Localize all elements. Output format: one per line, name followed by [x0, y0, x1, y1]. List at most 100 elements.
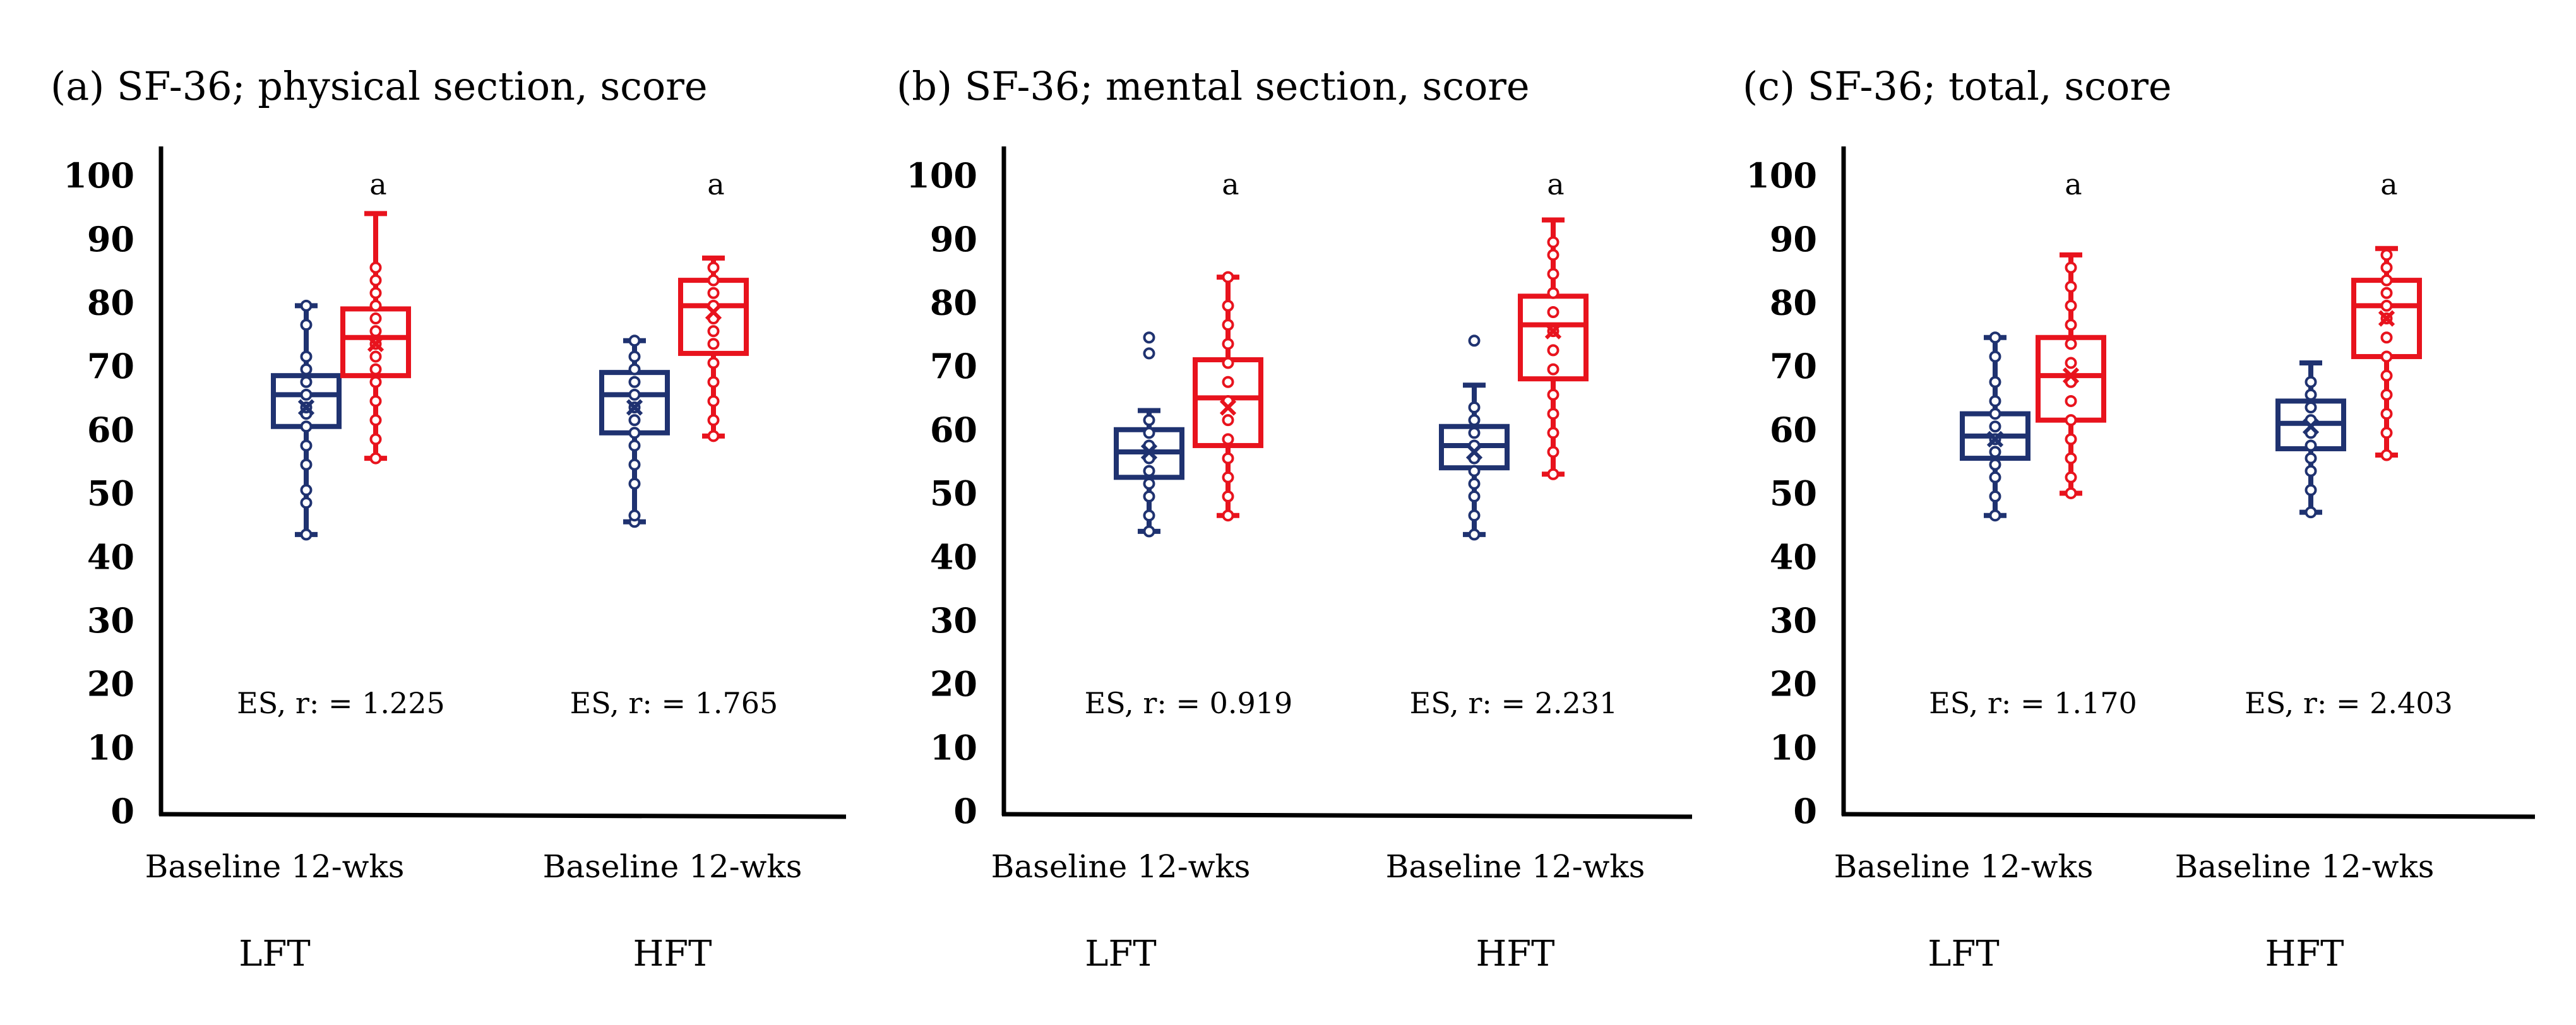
significance-letter: a — [2065, 167, 2082, 201]
baseline-box-point — [1143, 414, 1155, 427]
week12-box-mean-marker — [367, 335, 385, 352]
y-tick-label: 50 — [87, 473, 134, 514]
y-tick-label: 70 — [1770, 346, 1817, 386]
y-tick-label: 100 — [1746, 155, 1817, 196]
y-tick-label: 20 — [930, 664, 977, 704]
week12-box — [678, 255, 749, 442]
chart-title: (c) SF-36; total, score — [1743, 63, 2172, 109]
y-tick-label: 10 — [930, 727, 977, 767]
week12-box-point — [2380, 350, 2393, 363]
baseline-box-point — [1989, 471, 2001, 483]
baseline-box-point — [628, 335, 641, 347]
y-tick-label: 10 — [87, 727, 134, 767]
week12-box-point — [1547, 388, 1559, 401]
week12-box-point — [2065, 433, 2077, 446]
week12-box-point — [369, 433, 382, 446]
week12-box-point — [2065, 357, 2077, 369]
week12-box-point — [2065, 487, 2077, 499]
significance-letter: a — [1547, 167, 1564, 201]
baseline-box-mean-marker — [1465, 443, 1483, 461]
baseline-box-point — [1989, 376, 2001, 388]
significance-letter: a — [707, 167, 724, 201]
week12-box-point — [2065, 471, 2077, 483]
chart-panel-1: (a) SF-36; physical section, score 0 10 20 3… — [51, 63, 847, 975]
y-tick-label: 90 — [1770, 219, 1817, 259]
baseline-box-point — [300, 388, 313, 401]
y-tick-label: 20 — [87, 664, 134, 704]
y-tick-label: 30 — [1770, 600, 1817, 641]
baseline-box-point — [1468, 528, 1481, 541]
y-tick-label: 0 — [953, 791, 977, 831]
week12-box-point — [1222, 357, 1234, 369]
week12-box-mean-marker — [1544, 323, 1562, 340]
week12-box-point — [369, 363, 382, 376]
y-tick-label: 30 — [87, 600, 134, 641]
x-axis — [1841, 812, 2536, 819]
week12-box-point — [1547, 408, 1559, 420]
y-tick-label: 50 — [1770, 473, 1817, 514]
baseline-box-point — [1143, 347, 1155, 360]
y-tick-label: 30 — [930, 600, 977, 641]
week12-box-point — [2380, 427, 2393, 439]
week12-box-point — [1547, 236, 1559, 249]
baseline-box — [2275, 360, 2346, 519]
week12-box-point — [369, 394, 382, 407]
week12-box-mean-marker — [2062, 367, 2080, 384]
week12-box — [2036, 252, 2106, 499]
effect-size-label: ES, r: = 1.170 — [1929, 686, 2137, 720]
y-tick-label: 70 — [930, 346, 977, 386]
y-tick-label: 10 — [1770, 727, 1817, 767]
y-tick-label: 40 — [930, 536, 977, 577]
x-timepoint-label: Baseline 12-wks — [145, 848, 405, 885]
x-timepoint-label: Baseline 12-wks — [543, 848, 802, 885]
week12-box-point — [1222, 338, 1234, 350]
baseline-box-point — [2305, 506, 2317, 519]
baseline-box-point — [1989, 509, 2001, 522]
y-tick-label: 0 — [110, 791, 134, 831]
y-tick-label: 100 — [63, 155, 134, 196]
week12-box-point — [2065, 414, 2077, 427]
week12-box-point — [369, 376, 382, 388]
baseline-box-point — [1468, 465, 1481, 477]
baseline-box-point — [300, 458, 313, 471]
baseline-box-point — [1143, 427, 1155, 439]
week12-box-point — [2380, 388, 2393, 401]
y-tick-label: 70 — [87, 346, 134, 386]
week12-box-point — [2065, 299, 2077, 312]
week12-box-point — [1547, 468, 1559, 480]
week12-box-point — [1547, 249, 1559, 261]
week12-box-point — [707, 338, 720, 350]
baseline-box-point — [300, 420, 313, 433]
week12-box-point — [1222, 452, 1234, 465]
week12-box-point — [1547, 446, 1559, 458]
y-tick-label: 20 — [1770, 664, 1817, 704]
baseline-box — [1439, 335, 1510, 541]
week12-box-point — [2380, 331, 2393, 344]
baseline-box-point — [300, 350, 313, 363]
baseline-box-mean-marker — [297, 399, 315, 416]
y-tick-label: 0 — [1793, 791, 1817, 831]
week12-box-point — [2065, 452, 2077, 465]
baseline-box-point — [628, 414, 641, 427]
week12-box-point — [2380, 299, 2393, 312]
baseline-box-point — [300, 299, 313, 312]
group-label: HFT — [1476, 933, 1554, 975]
baseline-box-point — [1143, 525, 1155, 538]
y-tick-label: 100 — [906, 155, 977, 196]
week12-box-point — [707, 357, 720, 369]
baseline-box-point — [1143, 509, 1155, 522]
baseline-box-point — [628, 477, 641, 490]
baseline-box-point — [1468, 477, 1481, 490]
week12-box-mean-marker — [705, 304, 722, 321]
group-hft: a ES, r: = 2.231 Baseline 12-wks HFT — [1386, 167, 1645, 975]
week12-box — [340, 211, 411, 465]
week12-box-point — [1547, 287, 1559, 299]
week12-box-point — [1222, 490, 1234, 502]
week12-box-point — [2065, 280, 2077, 293]
baseline-box-point — [1143, 465, 1155, 477]
group-label: HFT — [2265, 933, 2344, 975]
week12-box-point — [707, 287, 720, 299]
week12-box — [2351, 246, 2422, 461]
baseline-box-mean-marker — [1140, 443, 1158, 461]
group-lft: a ES, r: = 1.225 Baseline 12-wks LFT — [145, 167, 445, 975]
